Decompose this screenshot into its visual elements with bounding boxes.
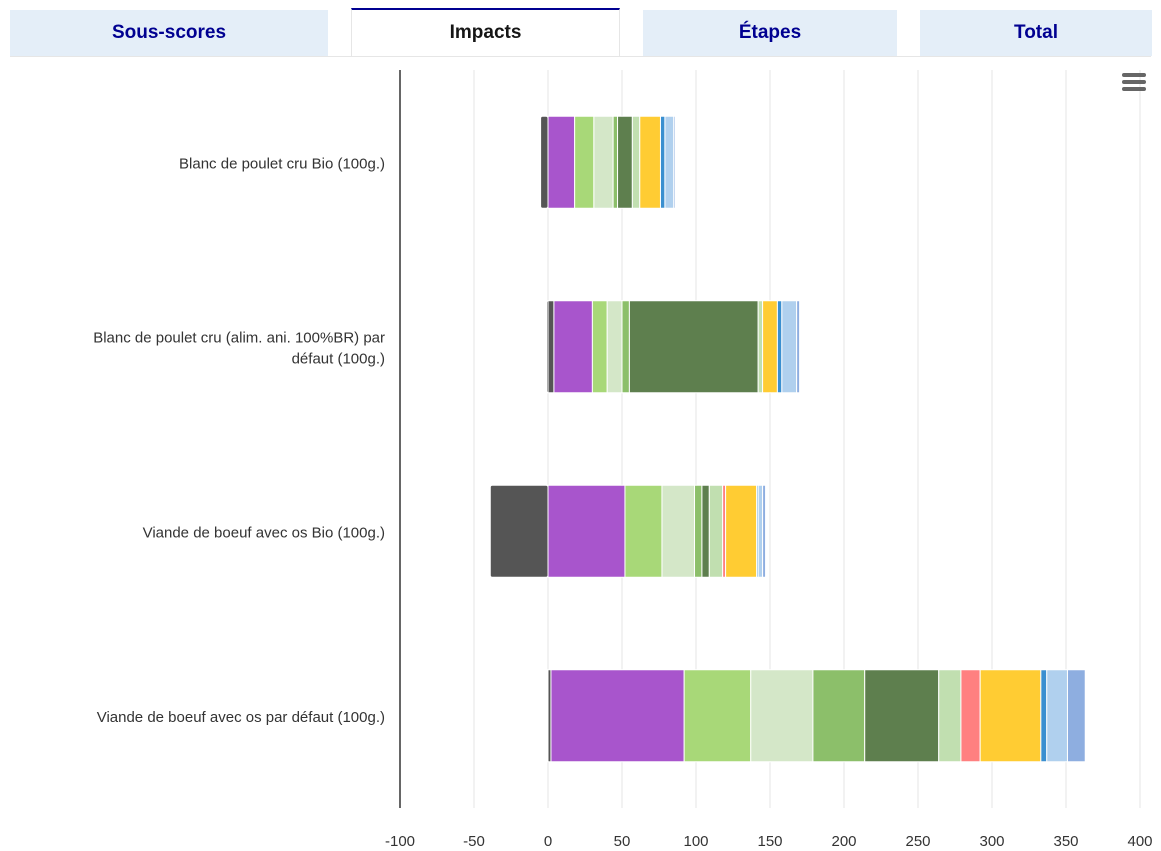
tab-bar: Sous-scores Impacts Étapes Total — [0, 0, 1161, 58]
bar-segment — [639, 115, 661, 209]
bar-segment — [960, 669, 981, 763]
hamburger-icon-line — [1122, 73, 1146, 77]
bar-segment-negative — [489, 484, 549, 578]
x-tick-label: 300 — [979, 833, 1004, 850]
bar-segment — [757, 300, 764, 394]
x-tick-label: 100 — [683, 833, 708, 850]
bar-segment — [547, 484, 626, 578]
bar-segment — [621, 300, 630, 394]
bar-segment — [547, 300, 555, 394]
bar-segment — [673, 115, 676, 209]
chart-bars — [489, 115, 1086, 763]
category-label: Blanc de poulet cru Bio (100g.) — [179, 155, 385, 172]
bar-segment — [550, 669, 685, 763]
bar-segment — [694, 484, 703, 578]
tab-total[interactable]: Total — [920, 10, 1152, 56]
bar-segment — [762, 300, 778, 394]
chart-menu-button[interactable] — [1122, 73, 1146, 95]
bar-segment — [864, 669, 940, 763]
bar-segment — [776, 300, 783, 394]
bar-segment — [750, 669, 814, 763]
x-tick-label: -100 — [385, 833, 415, 850]
bar-segment — [781, 300, 798, 394]
bar-segment-negative — [540, 115, 549, 209]
x-tick-label: -50 — [463, 833, 485, 850]
x-tick-label: 50 — [614, 833, 631, 850]
bar-segment — [762, 484, 767, 578]
category-label: Viande de boeuf avec os Bio (100g.) — [143, 524, 385, 541]
bar-segment — [725, 484, 758, 578]
bar-segment — [617, 115, 633, 209]
x-tick-label: 400 — [1127, 833, 1152, 850]
tab-bar-baseline — [10, 56, 1151, 57]
bar-segment — [593, 115, 614, 209]
bar-segment — [683, 669, 752, 763]
bar-segment — [624, 484, 663, 578]
tab-sous-scores[interactable]: Sous-scores — [10, 10, 328, 56]
x-tick-label: 0 — [544, 833, 552, 850]
bar-segment — [1066, 669, 1086, 763]
x-tick-label: 250 — [905, 833, 930, 850]
bar-segment — [547, 115, 576, 209]
bar-segment — [659, 115, 666, 209]
bar-segment — [591, 300, 608, 394]
bar-segment — [796, 300, 801, 394]
bar-segment — [701, 484, 710, 578]
bar-segment — [631, 115, 641, 209]
bar-segment — [612, 115, 619, 209]
bar-segment — [812, 669, 866, 763]
category-labels: Blanc de poulet cru Bio (100g.) Blanc de … — [93, 155, 385, 726]
bar-segment — [574, 115, 595, 209]
bar-segment — [628, 300, 759, 394]
tab-etapes[interactable]: Étapes — [643, 10, 897, 56]
bar-segment — [708, 484, 724, 578]
bar-segment — [938, 669, 962, 763]
hamburger-icon-line — [1122, 87, 1146, 91]
bar-segment — [664, 115, 675, 209]
bar-segment — [1040, 669, 1048, 763]
bar-segment — [606, 300, 623, 394]
x-tick-label: 200 — [831, 833, 856, 850]
category-label: Viande de boeuf avec os par défaut (100g… — [97, 709, 385, 726]
x-tick-label: 350 — [1053, 833, 1078, 850]
tab-impacts[interactable]: Impacts — [351, 8, 620, 56]
bar-segment — [553, 300, 593, 394]
bar-segment — [757, 484, 764, 578]
impacts-chart: Blanc de poulet cru Bio (100g.) Blanc de … — [93, 70, 1153, 850]
bar-segment — [1046, 669, 1068, 763]
x-tick-label: 150 — [757, 833, 782, 850]
hamburger-icon-line — [1122, 80, 1146, 84]
bar-segment — [979, 669, 1042, 763]
category-label: Blanc de poulet cru (alim. ani. 100%BR) … — [93, 329, 385, 346]
category-label: défaut (100g.) — [292, 350, 385, 367]
x-axis-ticks: -100 -50 0 50 100 150 200 250 300 350 400 — [385, 833, 1153, 850]
bar-segment — [661, 484, 696, 578]
